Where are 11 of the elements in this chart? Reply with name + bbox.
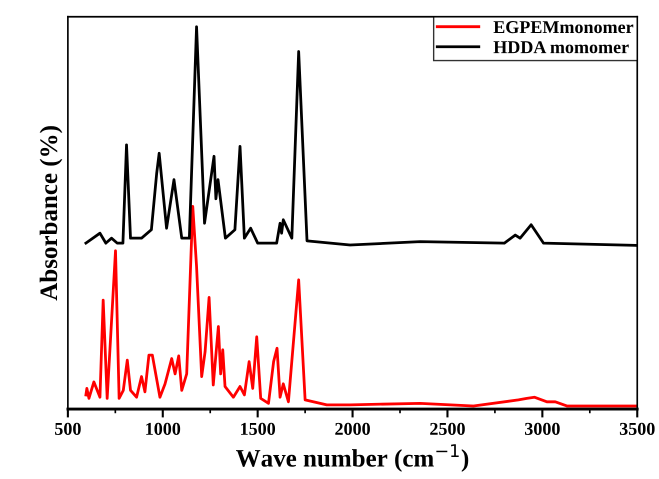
legend-label: HDDA momomer (494, 41, 629, 54)
x-tick-label: 500 (55, 422, 81, 435)
x-axis-title: Wave number (cm$^{−1}$) (236, 444, 468, 472)
legend-label: EGPEMmonomer (494, 21, 634, 34)
x-tick-label: 1500 (241, 422, 276, 435)
x-tick-label: 3000 (524, 422, 560, 435)
x-tick-label: 1000 (146, 422, 180, 435)
x-tick-label: 2500 (430, 422, 465, 435)
y-axis-title: Absorbance (%) (40, 126, 62, 301)
x-tick-label: 2000 (335, 422, 370, 435)
x-tick-label: 3500 (620, 422, 655, 435)
